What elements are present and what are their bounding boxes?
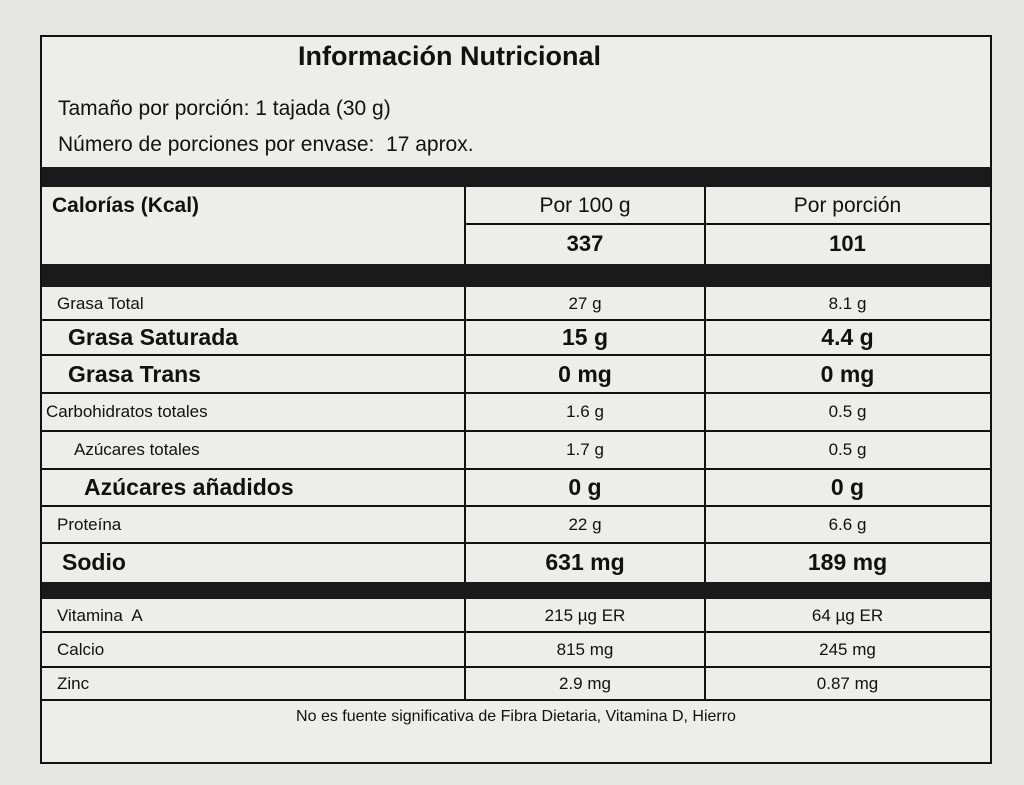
servings-per-container: Número de porciones por envase: 17 aprox… xyxy=(58,133,474,156)
nutrient-per-serving: 4.4 g xyxy=(821,324,874,350)
nutrient-per-100g: 0 mg xyxy=(558,360,612,387)
nutrient-name: Proteína xyxy=(57,514,122,534)
column-line xyxy=(464,187,466,264)
calories-label: Calorías (Kcal) xyxy=(52,193,200,217)
nutrient-per-100g: 1.7 g xyxy=(566,440,604,459)
column-line xyxy=(704,599,706,700)
nutrition-label: Información Nutricional Tamaño por porci… xyxy=(40,35,992,764)
serving-size: Tamaño por porción: 1 tajada (30 g) xyxy=(58,97,391,120)
row-line xyxy=(465,223,990,225)
nutrient-name: Azúcares totales xyxy=(74,440,200,459)
nutrient-name: Grasa Total xyxy=(57,293,144,313)
nutrient-per-100g: 15 g xyxy=(561,324,609,350)
nutrient-per-serving: 0.5 g xyxy=(828,402,867,421)
row-line xyxy=(42,699,990,701)
row-line xyxy=(42,430,990,432)
vitamin-per-serving: 245 mg xyxy=(819,639,876,659)
column-line xyxy=(464,599,466,700)
nutrient-name: Carbohidratos totales xyxy=(46,402,208,421)
row-line xyxy=(42,631,990,633)
separator-band xyxy=(42,264,990,287)
nutrient-per-100g: 631 mg xyxy=(545,549,625,575)
nutrient-per-serving: 0 mg xyxy=(820,360,875,387)
row-line xyxy=(42,505,990,507)
vitamin-per-serving: 0.87 mg xyxy=(816,673,879,693)
nutrient-per-serving: 0 g xyxy=(830,474,865,500)
vitamin-name: Calcio xyxy=(57,639,105,659)
column-line xyxy=(704,187,706,264)
vitamin-per-100g: 2.9 mg xyxy=(559,673,611,693)
column-line xyxy=(704,287,706,582)
nutrient-per-100g: 1.6 g xyxy=(566,402,604,421)
row-line xyxy=(42,392,990,394)
vitamin-per-serving: 64 µg ER xyxy=(811,605,884,625)
nutrient-name: Azúcares añadidos xyxy=(84,474,294,500)
nutrient-per-serving: 0.5 g xyxy=(828,440,867,459)
nutrient-per-100g: 22 g xyxy=(568,514,602,534)
row-line xyxy=(42,542,990,544)
nutrient-per-serving: 189 mg xyxy=(807,549,888,575)
footnote: No es fuente significativa de Fibra Diet… xyxy=(296,708,736,725)
column-line xyxy=(464,287,466,582)
nutrient-name: Grasa Trans xyxy=(68,360,201,387)
nutrient-per-100g: 0 g xyxy=(568,474,602,500)
nutrient-name: Sodio xyxy=(62,549,126,575)
nutrient-per-100g: 27 g xyxy=(568,293,602,313)
vitamin-per-100g: 215 µg ER xyxy=(544,605,626,625)
row-line xyxy=(42,354,990,356)
vitamin-name: Zinc xyxy=(57,673,90,693)
nutrient-per-serving: 8.1 g xyxy=(828,293,867,313)
calories-value: 337 xyxy=(566,231,604,256)
nutrient-per-serving: 6.6 g xyxy=(828,514,867,534)
vitamin-per-100g: 815 mg xyxy=(556,639,614,659)
separator-band xyxy=(42,582,990,599)
row-line xyxy=(42,319,990,321)
column-header: Por 100 g xyxy=(539,193,631,217)
separator-band xyxy=(42,167,990,187)
nutrient-name: Grasa Saturada xyxy=(68,324,239,350)
row-line xyxy=(42,468,990,470)
column-header: Por porción xyxy=(793,193,902,217)
title: Información Nutricional xyxy=(298,41,602,71)
row-line xyxy=(42,666,990,668)
calories-value: 101 xyxy=(829,231,866,256)
vitamin-name: Vitamina A xyxy=(57,605,143,625)
